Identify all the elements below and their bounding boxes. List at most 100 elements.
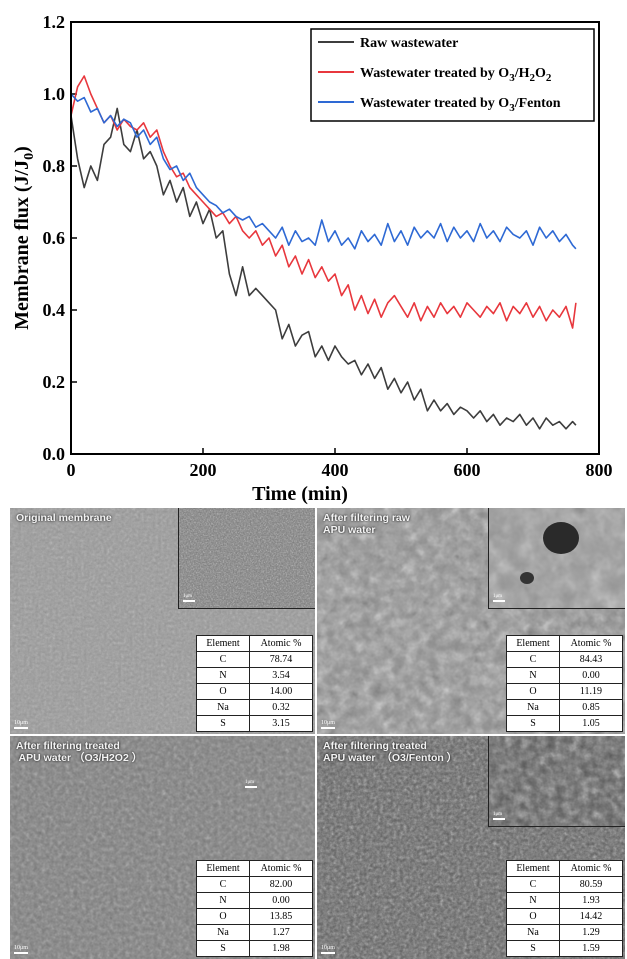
table-row: N 3.54: [196, 667, 313, 684]
table-cell: N: [506, 667, 560, 684]
x-tick-label: 600: [454, 460, 481, 480]
sem-inset: 1μm: [178, 508, 315, 609]
series-line-1: [71, 75, 577, 329]
table-cell: 0.85: [559, 699, 623, 716]
inset-image: [489, 508, 625, 608]
table-cell: S: [506, 715, 560, 732]
series-group: [71, 75, 577, 430]
table-row: C 78.74: [196, 651, 313, 668]
x-tick-label: 800: [586, 460, 613, 480]
table-cell: 3.15: [249, 715, 313, 732]
sem-panel-fenton: 1μm After filtering treated APU water （O…: [317, 736, 625, 959]
table-header-cell: Atomic %: [559, 635, 623, 652]
table-cell: 0.00: [249, 892, 313, 909]
table-row: S 3.15: [196, 715, 313, 732]
sem-inset: 1μm: [488, 508, 625, 609]
table-row: S 1.98: [196, 940, 313, 957]
sem-panel-raw: 1μm After filtering raw APU water 10μm E…: [317, 508, 625, 734]
panel-title: Original membrane: [16, 512, 112, 524]
series-line-0: [71, 107, 577, 430]
table-cell: 14.00: [249, 683, 313, 700]
membrane-flux-chart: 0 200 400 600 800 0.0 0.2 0.4 0.6 0.8 1.0 1.2 Time …: [11, 12, 613, 505]
table-row: O 14.42: [506, 908, 623, 925]
table-cell: 1.29: [559, 924, 623, 941]
table-row: N 0.00: [196, 892, 313, 909]
table-row: N 1.93: [506, 892, 623, 909]
legend-box: [310, 28, 595, 122]
table-row: O 11.19: [506, 683, 623, 700]
legend-label-1: Wastewater treated by O3/H2O2: [360, 66, 552, 84]
table-header: Element Atomic %: [506, 635, 623, 652]
panel-title: After filtering treated APU water （O3/H2…: [16, 740, 143, 764]
y-tick-label: 0.4: [43, 300, 66, 320]
panel-title: After filtering treated APU water （O3/Fe…: [323, 740, 458, 764]
table-row: S 1.05: [506, 715, 623, 732]
table-cell: S: [196, 715, 250, 732]
inset-image: [489, 736, 625, 826]
sem-panel-h2o2: 1μm After filtering treated APU water （O…: [10, 736, 315, 959]
sem-inset: 1μm: [195, 736, 315, 846]
table-cell: C: [506, 876, 560, 893]
sem-panel-original: 1μm Original membrane 10μm Element Atomic…: [10, 508, 315, 734]
table-cell: S: [506, 940, 560, 957]
table-cell: 0.00: [559, 667, 623, 684]
table-row: C 82.00: [196, 876, 313, 893]
table-row: Na 0.85: [506, 699, 623, 716]
table-cell: C: [196, 651, 250, 668]
table-cell: 13.85: [249, 908, 313, 925]
table-cell: 1.05: [559, 715, 623, 732]
table-cell: O: [506, 908, 560, 925]
table-row: O 13.85: [196, 908, 313, 925]
table-header: Element Atomic %: [196, 860, 313, 877]
scale-bar: 10μm: [321, 945, 335, 954]
table-row: S 1.59: [506, 940, 623, 957]
table-cell: O: [506, 683, 560, 700]
table-cell: 82.00: [249, 876, 313, 893]
table-row: Na 0.32: [196, 699, 313, 716]
table-cell: N: [196, 667, 250, 684]
table-header: Element Atomic %: [506, 860, 623, 877]
y-tick-label: 1.0: [43, 84, 66, 104]
table-row: Na 1.27: [196, 924, 313, 941]
table-cell: Na: [196, 699, 250, 716]
table-cell: 1.98: [249, 940, 313, 957]
table-cell: O: [196, 908, 250, 925]
table-header-cell: Atomic %: [249, 635, 313, 652]
table-cell: 11.19: [559, 683, 623, 700]
y-tick-label: 0.6: [43, 228, 66, 248]
x-tick-label: 200: [190, 460, 217, 480]
table-row: C 84.43: [506, 651, 623, 668]
table-cell: O: [196, 683, 250, 700]
table-cell: 14.42: [559, 908, 623, 925]
table-header-cell: Element: [196, 635, 250, 652]
y-tick-label: 0.8: [43, 156, 66, 176]
x-tick-label: 0: [67, 460, 76, 480]
legend-label-2: Wastewater treated by O3/Fenton: [360, 96, 561, 114]
table-cell: 80.59: [559, 876, 623, 893]
table-cell: Na: [506, 924, 560, 941]
table-cell: N: [196, 892, 250, 909]
table-cell: 78.74: [249, 651, 313, 668]
legend-label-0: Raw wastewater: [360, 36, 458, 51]
table-cell: 3.54: [249, 667, 313, 684]
composition-table: Element Atomic % C 84.43 N 0.00 O 11.19 Na 0.85 S 1…: [506, 635, 623, 732]
inset-scale-bar: 1μm: [183, 594, 195, 602]
composition-table: Element Atomic % C 82.00 N 0.00 O 13.85 Na 1.27 S 1…: [196, 860, 313, 957]
inset-scale-bar: 1μm: [493, 812, 505, 820]
inset-scale-bar: 1μm: [245, 780, 257, 788]
table-row: Na 1.29: [506, 924, 623, 941]
table-cell: Na: [196, 924, 250, 941]
y-tick-label: 0.2: [43, 372, 66, 392]
inset-image: [179, 508, 315, 608]
inset-scale-bar: 1μm: [493, 594, 505, 602]
panel-title: After filtering raw APU water: [323, 512, 410, 536]
x-tick-label: 400: [322, 460, 349, 480]
table-header: Element Atomic %: [196, 635, 313, 652]
composition-table: Element Atomic % C 80.59 N 1.93 O 14.42 Na 1.29 S 1…: [506, 860, 623, 957]
table-cell: 1.27: [249, 924, 313, 941]
table-cell: C: [196, 876, 250, 893]
table-row: N 0.00: [506, 667, 623, 684]
table-cell: 1.59: [559, 940, 623, 957]
sem-inset: 1μm: [488, 736, 625, 827]
scale-bar: 10μm: [14, 945, 28, 954]
